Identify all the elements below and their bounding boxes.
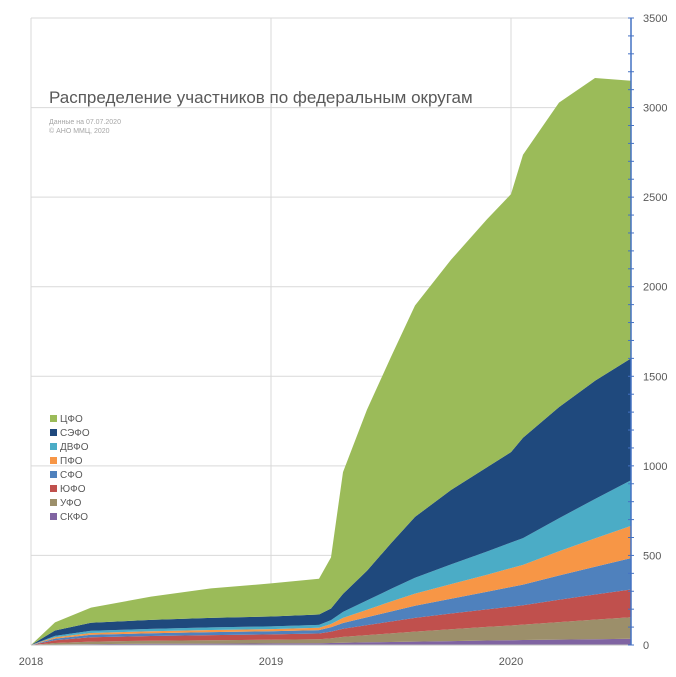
area-series-1 <box>31 638 631 645</box>
area-series-7 <box>31 358 631 645</box>
legend-label: ЮФО <box>60 484 86 495</box>
y-tick-label: 1500 <box>643 371 667 383</box>
legend-label: СЭФО <box>60 428 90 439</box>
legend-swatch <box>50 485 57 492</box>
x-tick-label: 2020 <box>499 656 523 668</box>
chart-title: Распределение участников по федеральным … <box>49 88 473 107</box>
chart-note-copyright: © АНО ММЦ, 2020 <box>49 127 110 135</box>
y-tick-label: 0 <box>643 640 649 652</box>
y-tick-label: 500 <box>643 550 661 562</box>
legend-label: ЦФО <box>60 414 83 425</box>
legend-label: ПФО <box>60 456 83 467</box>
legend-swatch <box>50 471 57 478</box>
legend-label: СФО <box>60 470 83 481</box>
y-tick-label: 3000 <box>643 103 667 115</box>
legend-swatch <box>50 457 57 464</box>
y-tick-label: 2000 <box>643 282 667 294</box>
x-tick-label: 2018 <box>19 656 43 668</box>
area-series-2 <box>31 617 631 645</box>
y-tick-label: 1000 <box>643 461 667 473</box>
area-series-3 <box>31 589 631 645</box>
x-tick-label: 2019 <box>259 656 283 668</box>
series-areas <box>31 78 631 645</box>
legend-swatch <box>50 513 57 520</box>
legend-swatch <box>50 415 57 422</box>
legend-swatch <box>50 499 57 506</box>
axes: 0 500 1000 1500 2000 2500 3000 3500 2018 2019 2020 <box>19 13 668 668</box>
gridlines <box>30 17 631 645</box>
area-series-6 <box>31 480 631 645</box>
chart-note-date: Данные на 07.07.2020 <box>49 119 121 126</box>
y-tick-label: 3500 <box>643 13 667 25</box>
legend-label: СКФО <box>60 512 88 523</box>
area-series-5 <box>31 525 631 645</box>
y-tick-label: 2500 <box>643 192 667 204</box>
legend: ЦФО СЭФО ДВФО ПФО СФО ЮФО УФО СКФО <box>50 414 90 523</box>
area-series-4 <box>31 558 631 645</box>
legend-label: ДВФО <box>60 442 89 453</box>
area-series-8 <box>31 78 631 645</box>
legend-swatch <box>50 429 57 436</box>
legend-label: УФО <box>60 498 82 509</box>
legend-swatch <box>50 443 57 450</box>
